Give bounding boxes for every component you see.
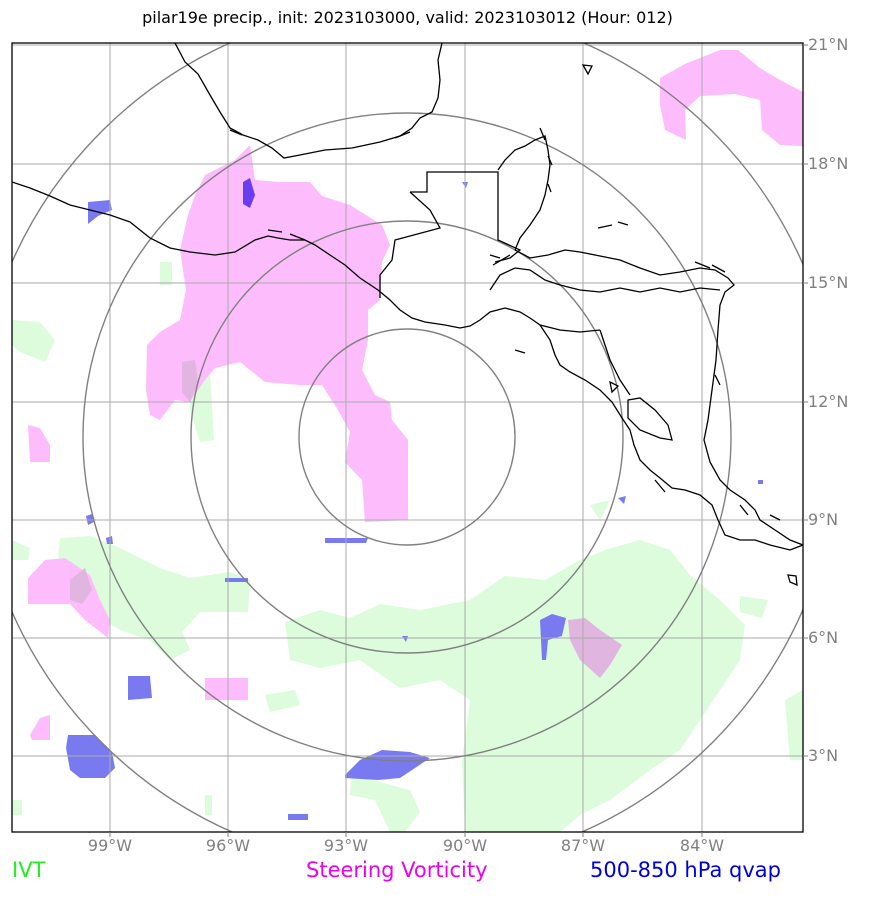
lon-label: 84°W	[679, 836, 725, 855]
legend-qvap: 500-850 hPa qvap	[590, 858, 781, 882]
lon-label: 87°W	[560, 836, 606, 855]
lat-label: 21°N	[808, 35, 849, 54]
coastlines	[12, 43, 803, 587]
lat-label: 3°N	[808, 746, 839, 765]
overlap-field	[70, 360, 622, 678]
tick-marks	[109, 44, 808, 837]
ivt-field	[12, 262, 803, 832]
legend-steering-vorticity: Steering Vorticity	[306, 858, 488, 882]
lon-label: 90°W	[442, 836, 488, 855]
legend-ivt: IVT	[12, 858, 46, 882]
range-rings	[12, 43, 803, 832]
graticule	[12, 43, 803, 832]
vorticity-field	[28, 50, 803, 740]
map-frame	[11, 42, 804, 833]
lon-label: 99°W	[87, 836, 133, 855]
lon-label: 96°W	[205, 836, 251, 855]
lat-label: 6°N	[808, 628, 839, 647]
lon-label: 93°W	[323, 836, 369, 855]
lat-label: 9°N	[808, 510, 839, 529]
lat-label: 15°N	[808, 273, 849, 292]
map-title: pilar19e precip., init: 2023103000, vali…	[142, 8, 673, 27]
lat-label: 18°N	[808, 154, 849, 173]
lat-label: 12°N	[808, 392, 849, 411]
